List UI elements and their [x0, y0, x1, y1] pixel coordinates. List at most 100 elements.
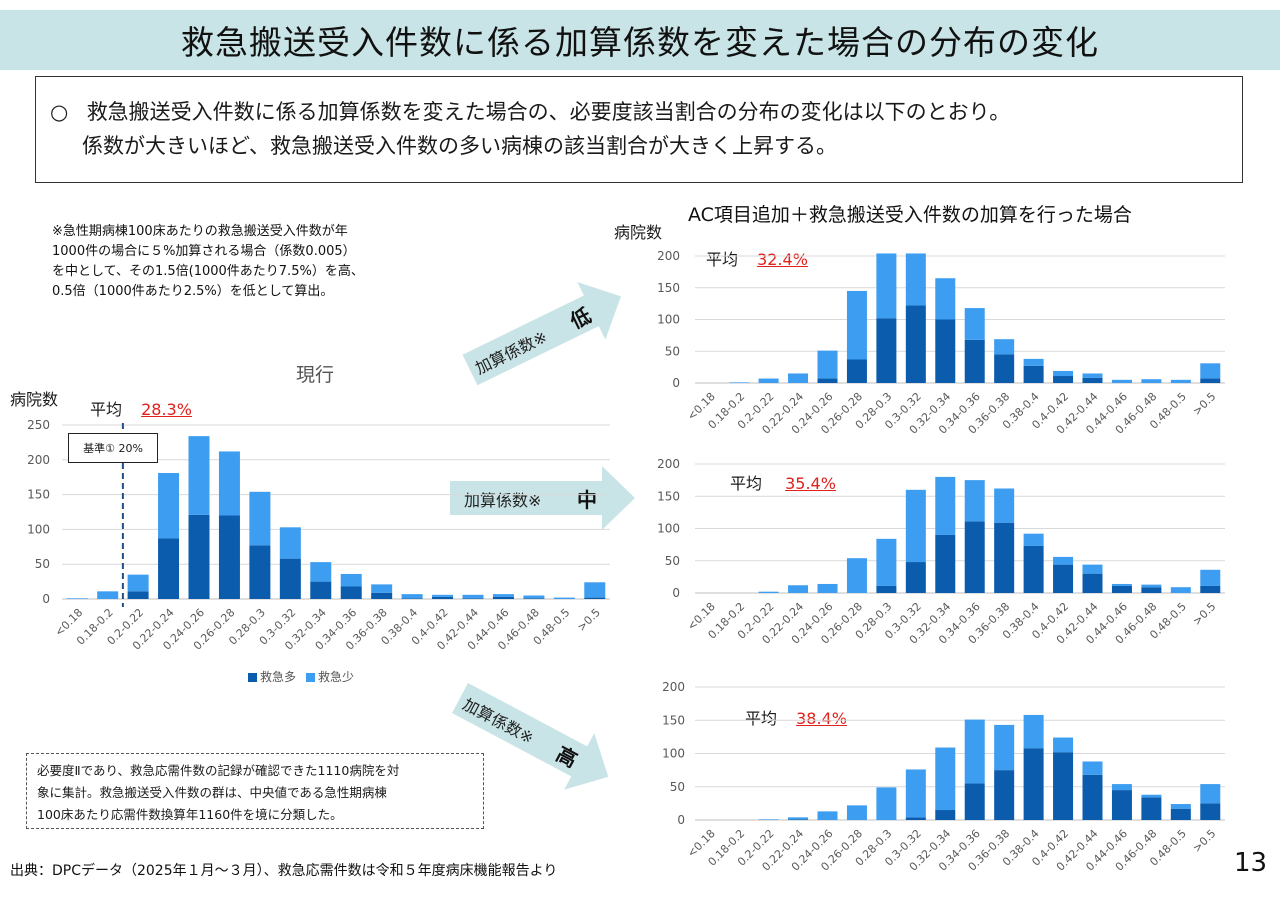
high-bar-dark [1053, 752, 1074, 820]
high-y-tick-label: 50 [670, 780, 685, 794]
current-bar-light [279, 527, 301, 559]
low-bar-dark [817, 378, 838, 383]
high-bar-dark [1170, 808, 1191, 820]
low-bar-light [994, 339, 1015, 355]
mid-bar-dark [1023, 545, 1044, 593]
low-bar-dark [1053, 376, 1074, 383]
mid-bar-light [964, 480, 985, 522]
current-y-tick-label: 150 [27, 488, 50, 502]
low-bar-light [935, 278, 956, 320]
note-line: を中として、その1.5倍(1000件あたり7.5%）を高、 [52, 264, 364, 279]
high-bar-light [846, 805, 867, 820]
reference-line-label: 基準① 20% [68, 433, 158, 463]
high-bar-light [1082, 761, 1103, 775]
mid-bar-light [1111, 583, 1132, 586]
average-label: 平均 [706, 250, 739, 269]
current-bar-dark [371, 592, 393, 599]
legend-item-light: 救急少 [306, 668, 354, 685]
current-bar-light [97, 591, 119, 599]
current-average: 平均 28.3% [90, 396, 192, 420]
low-bar-dark [1023, 365, 1044, 383]
average-label: 平均 [730, 474, 763, 493]
low-x-tick-label: >0.5 [1190, 390, 1218, 418]
summary-line-2: 係数が大きいほど、救急搬送受入件数の多い病棟の該当割合が大きく上昇する。 [82, 134, 837, 158]
mid-bar-light [994, 488, 1015, 523]
note-line: 1000件の場合に５%加算される場合（係数0.005） [52, 244, 356, 259]
high-bar-light [994, 724, 1015, 771]
high-bar-dark [1141, 797, 1162, 820]
note-line: ※急性期病棟100床あたりの救急搬送受入件数が年 [52, 224, 348, 239]
low-y-tick-label: 50 [665, 344, 680, 358]
current-bar-light [462, 594, 484, 599]
mid-y-tick-label: 0 [672, 586, 680, 600]
current-y-tick-label: 250 [27, 418, 50, 432]
current-bar-dark [432, 596, 454, 599]
current-bar-dark [188, 514, 210, 599]
low-bar-light [729, 382, 750, 383]
high-y-tick-label: 150 [662, 713, 685, 727]
high-bar-light [817, 811, 838, 820]
low-bar-light [1200, 363, 1221, 379]
high-bar-dark [994, 770, 1015, 820]
high-bar-light [758, 819, 779, 820]
mid-bar-dark [1053, 564, 1074, 593]
coefficient-note: ※急性期病棟100床あたりの救急搬送受入件数が年 1000件の場合に５%加算され… [52, 222, 452, 302]
legend-swatch-dark [248, 673, 257, 682]
current-bar-light [340, 573, 362, 587]
method-note-line: 象に集計。救急搬送受入件数の群は、中央値である急性期病棟 [37, 785, 387, 800]
low-bar-light [758, 378, 779, 383]
current-y-axis-label: 病院数 [10, 390, 59, 409]
low-bar-light [876, 253, 897, 319]
high-bar-dark [964, 783, 985, 820]
current-y-tick-label: 200 [27, 453, 50, 467]
high-y-tick-label: 100 [662, 747, 685, 761]
current-bar-dark [279, 558, 301, 599]
low-bar-light [1141, 379, 1162, 383]
low-bar-dark [935, 319, 956, 383]
legend-swatch-light [306, 673, 316, 682]
current-bar-dark [492, 596, 514, 599]
mid-bar-dark [905, 562, 926, 593]
high-bar-light [788, 817, 809, 820]
mid-bar-light [1053, 556, 1074, 565]
high-bar-light [1053, 737, 1074, 753]
current-bar-dark [158, 538, 180, 599]
average-label: 平均 [745, 709, 778, 728]
mid-bar-light [788, 585, 809, 593]
current-bar-light [553, 597, 575, 599]
low-bar-light [846, 290, 867, 360]
legend-label: 救急多 [260, 670, 297, 684]
mid-bar-dark [935, 534, 956, 593]
current-bar-light [432, 594, 454, 597]
page-number: 13 [1234, 848, 1268, 878]
mid-bar-dark [876, 585, 897, 593]
current-bar-dark [401, 598, 423, 599]
low-bar-dark [1082, 377, 1103, 383]
current-bar-light [249, 491, 271, 546]
method-note-line: 必要度Ⅱであり、救急応需件数の記録が確認できた1110病院を対 [37, 763, 400, 778]
high-bar-light [1200, 784, 1221, 804]
current-y-tick-label: 100 [27, 522, 50, 536]
current-chart-title: 現行 [296, 364, 335, 386]
current-bar-light [127, 574, 149, 592]
mid-bar-dark [994, 522, 1015, 593]
average-value: 28.3% [141, 400, 192, 419]
current-bar-light [66, 598, 88, 599]
mid-bar-light [1082, 564, 1103, 574]
current-bar-light [310, 562, 332, 582]
low-bar-dark [1200, 378, 1221, 383]
mid-bar-light [905, 489, 926, 563]
low-bar-dark [846, 359, 867, 383]
current-bar-light [523, 595, 545, 599]
low-bar-light [817, 350, 838, 379]
current-bar-dark [310, 581, 332, 599]
high-bar-dark [1111, 790, 1132, 820]
right-charts-title: AC項目追加＋救急搬送受入件数の加算を行った場合 [688, 204, 1132, 226]
mid-x-tick-label: >0.5 [1190, 600, 1218, 628]
high-bar-dark [1200, 803, 1221, 820]
low-bar-dark [964, 339, 985, 383]
mid-bar-light [1170, 587, 1191, 593]
page-title: 救急搬送受入件数に係る加算係数を変えた場合の分布の変化 [181, 23, 1099, 62]
mid-bar-light [817, 583, 838, 593]
